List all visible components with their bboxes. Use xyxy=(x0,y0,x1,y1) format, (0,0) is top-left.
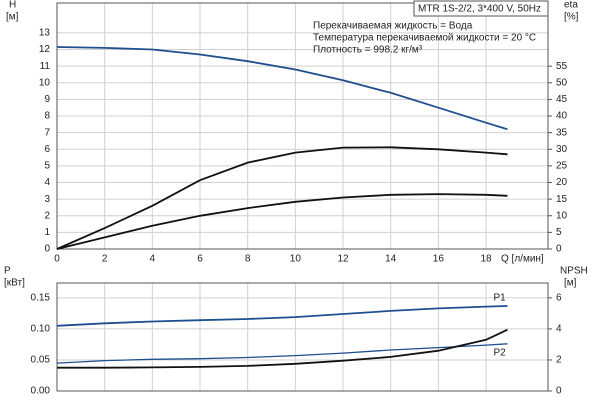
y2-tick-label: 6 xyxy=(556,293,562,304)
annotation: Перекачиваемая жидкость = Вода xyxy=(313,21,473,32)
y-axis-label: H xyxy=(9,0,16,11)
header: MTR 1S-2/2, 3*400 V, 50Hz xyxy=(418,4,541,15)
y-tick-label: 0 xyxy=(44,244,50,255)
y-tick-label: 0.00 xyxy=(31,386,51,397)
y-axis-unit: [кВт] xyxy=(4,278,25,289)
curve xyxy=(56,46,508,131)
y2-tick-label: 20 xyxy=(556,177,568,188)
y2-tick-label: 50 xyxy=(556,77,568,88)
y-tick-label: 4 xyxy=(44,177,50,188)
y-tick-label: 13 xyxy=(39,28,51,39)
x-tick-label: 12 xyxy=(337,254,349,265)
y2-tick-label: 10 xyxy=(556,210,568,221)
y-tick-label: 3 xyxy=(44,194,50,205)
series-label: P2 xyxy=(493,347,506,358)
x-tick-label: 16 xyxy=(433,254,445,265)
y2-tick-label: 4 xyxy=(556,324,562,335)
y-tick-label: 5 xyxy=(44,161,50,172)
curve xyxy=(56,193,508,250)
x-axis-label: Q [л/мин] xyxy=(501,254,544,265)
y-tick-label: 2 xyxy=(44,210,50,221)
curve xyxy=(57,328,508,369)
y2-tick-label: 40 xyxy=(556,111,568,122)
y2-tick-label: 35 xyxy=(556,127,568,138)
x-tick-label: 0 xyxy=(54,254,60,265)
y2-tick-label: 15 xyxy=(556,194,568,205)
y2-axis-unit: [%] xyxy=(564,12,579,23)
curve xyxy=(56,146,508,250)
y2-tick-label: 30 xyxy=(556,144,568,155)
y2-tick-label: 45 xyxy=(556,94,568,105)
y2-axis-label: eta xyxy=(564,0,578,11)
y-axis-unit: [м] xyxy=(6,12,19,23)
header-box xyxy=(413,0,549,17)
x-tick-label: 14 xyxy=(385,254,397,265)
y2-tick-label: 5 xyxy=(556,227,562,238)
y-tick-label: 0.05 xyxy=(31,355,51,366)
y-tick-label: 11 xyxy=(40,61,51,72)
y-tick-label: 12 xyxy=(39,44,51,55)
y-tick-label: 1 xyxy=(44,227,50,238)
y2-tick-label: 55 xyxy=(556,61,568,72)
y-axis-label: P xyxy=(4,266,11,277)
y2-tick-label: 25 xyxy=(556,161,568,172)
y2-tick-label: 0 xyxy=(556,244,562,255)
y2-axis-unit: [м] xyxy=(564,278,577,289)
y2-axis-label: NPSH xyxy=(560,266,588,277)
y2-tick-label: 0 xyxy=(556,386,562,397)
x-tick-label: 6 xyxy=(197,254,203,265)
annotation: Плотность = 998.2 кг/м³ xyxy=(313,45,423,56)
plot-frame xyxy=(56,2,549,250)
x-tick-label: 4 xyxy=(150,254,156,265)
x-tick-label: 10 xyxy=(290,254,302,265)
y-tick-label: 6 xyxy=(44,144,50,155)
x-tick-label: 2 xyxy=(102,254,108,265)
y-tick-label: 0.15 xyxy=(31,293,51,304)
y-tick-label: 0.10 xyxy=(31,324,51,335)
y-tick-label: 8 xyxy=(44,111,50,122)
series-label: P1 xyxy=(493,293,506,304)
curve xyxy=(56,305,508,327)
annotation: Температура перекачиваемой жидкости = 20… xyxy=(313,33,536,44)
x-tick-label: 18 xyxy=(480,254,492,265)
y-tick-label: 7 xyxy=(44,127,50,138)
y-tick-label: 9 xyxy=(44,94,50,105)
plot-frame xyxy=(56,282,549,392)
y2-tick-label: 2 xyxy=(556,355,562,366)
y-tick-label: 10 xyxy=(39,77,51,88)
x-tick-label: 8 xyxy=(245,254,251,265)
